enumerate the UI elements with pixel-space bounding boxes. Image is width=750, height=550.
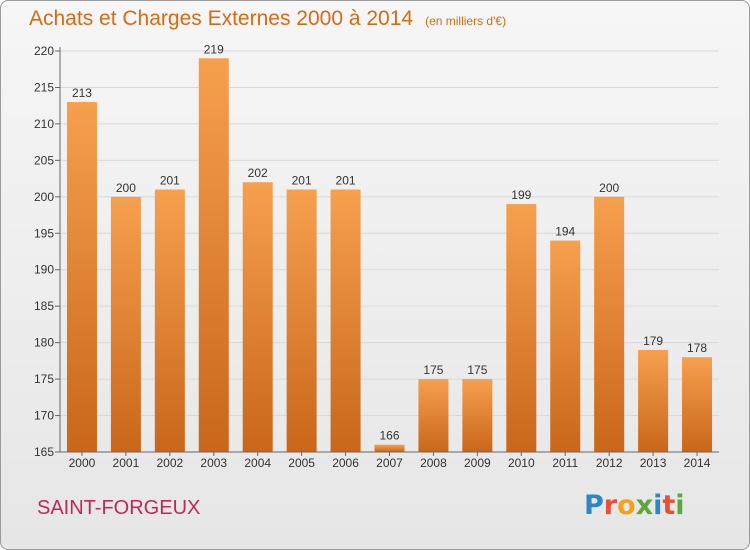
proxiti-logo: Proxiti <box>584 490 685 521</box>
logo-letter: i <box>675 490 685 521</box>
unit-note: (en milliers d'€) <box>425 14 507 28</box>
title-text: Achats et Charges Externes 2000 à 2014 <box>29 7 414 30</box>
x-tick-label-2006: 2006 <box>332 456 359 470</box>
bar-2005 <box>286 189 317 452</box>
y-tick-label: 210 <box>34 117 54 131</box>
y-tick-label: 185 <box>34 299 54 313</box>
logo-letter: P <box>584 490 604 521</box>
x-tick-label-2000: 2000 <box>69 456 96 470</box>
x-tick-label-2003: 2003 <box>200 456 227 470</box>
value-label-2004: 202 <box>248 166 268 180</box>
y-tick-label: 190 <box>34 263 54 277</box>
bar-2012 <box>594 196 625 452</box>
y-tick-label: 205 <box>34 153 54 167</box>
logo-letter: i <box>653 490 663 521</box>
logo-letter: r <box>603 490 618 521</box>
x-tick-label-2007: 2007 <box>376 456 403 470</box>
logo-letter: o <box>617 490 636 521</box>
value-label-2006: 201 <box>336 174 356 188</box>
bar-2007 <box>374 444 405 452</box>
bars: 213 200 201 219 202 201 201 166 175 175 199 194 200 1… <box>66 42 713 453</box>
x-tick-label-2013: 2013 <box>640 456 667 470</box>
bar-2010 <box>506 204 537 452</box>
x-tick-label-2001: 2001 <box>113 456 140 470</box>
y-tick-label: 180 <box>34 336 54 350</box>
y-tick-label: 215 <box>34 80 54 94</box>
bar-2000 <box>66 102 97 452</box>
x-tick-label-2010: 2010 <box>508 456 535 470</box>
y-tick-label: 200 <box>34 190 54 204</box>
x-tick-label-2008: 2008 <box>420 456 447 470</box>
logo-letter: t <box>662 490 676 521</box>
value-label-2003: 219 <box>204 42 224 56</box>
value-label-2005: 201 <box>292 174 312 188</box>
value-label-2013: 179 <box>643 334 663 348</box>
bar-2009 <box>462 379 493 452</box>
bar-2004 <box>242 182 273 452</box>
y-tick-label: 170 <box>34 409 54 423</box>
axes: 165 170 175 180 185 190 195 200 205 210 215 220 2000… <box>34 44 719 470</box>
y-tick-label: 195 <box>34 226 54 240</box>
value-label-2014: 178 <box>687 341 707 355</box>
x-tick-label-2002: 2002 <box>156 456 183 470</box>
logo-letter: x <box>635 490 654 521</box>
value-label-2008: 175 <box>423 363 443 377</box>
bar-2003 <box>198 58 229 453</box>
bar-2011 <box>550 240 581 452</box>
x-tick-label-2005: 2005 <box>288 456 315 470</box>
x-tick-label-2009: 2009 <box>464 456 491 470</box>
y-tick-label: 175 <box>34 372 54 386</box>
x-tick-label-2004: 2004 <box>244 456 271 470</box>
chart-title: Achats et Charges Externes 2000 à 2014 (e… <box>29 7 506 31</box>
value-label-2010: 199 <box>511 188 531 202</box>
bar-2001 <box>110 196 141 452</box>
value-label-2012: 200 <box>599 181 619 195</box>
bar-2006 <box>330 189 361 452</box>
bar-2002 <box>154 189 185 452</box>
y-tick-label: 165 <box>34 445 54 459</box>
value-label-2011: 194 <box>555 225 575 239</box>
value-label-2002: 201 <box>160 174 180 188</box>
bar-2008 <box>418 379 449 452</box>
value-label-2009: 175 <box>467 363 487 377</box>
y-tick-label: 220 <box>34 44 54 58</box>
x-tick-label-2011: 2011 <box>552 456 578 470</box>
value-label-2007: 166 <box>379 429 399 443</box>
location-name: SAINT-FORGEUX <box>37 497 201 519</box>
value-label-2001: 200 <box>116 181 136 195</box>
x-tick-label-2014: 2014 <box>684 456 711 470</box>
bar-2014 <box>682 357 713 452</box>
bar-2013 <box>638 349 669 452</box>
x-tick-label-2012: 2012 <box>596 456 623 470</box>
value-label-2000: 213 <box>72 86 92 100</box>
